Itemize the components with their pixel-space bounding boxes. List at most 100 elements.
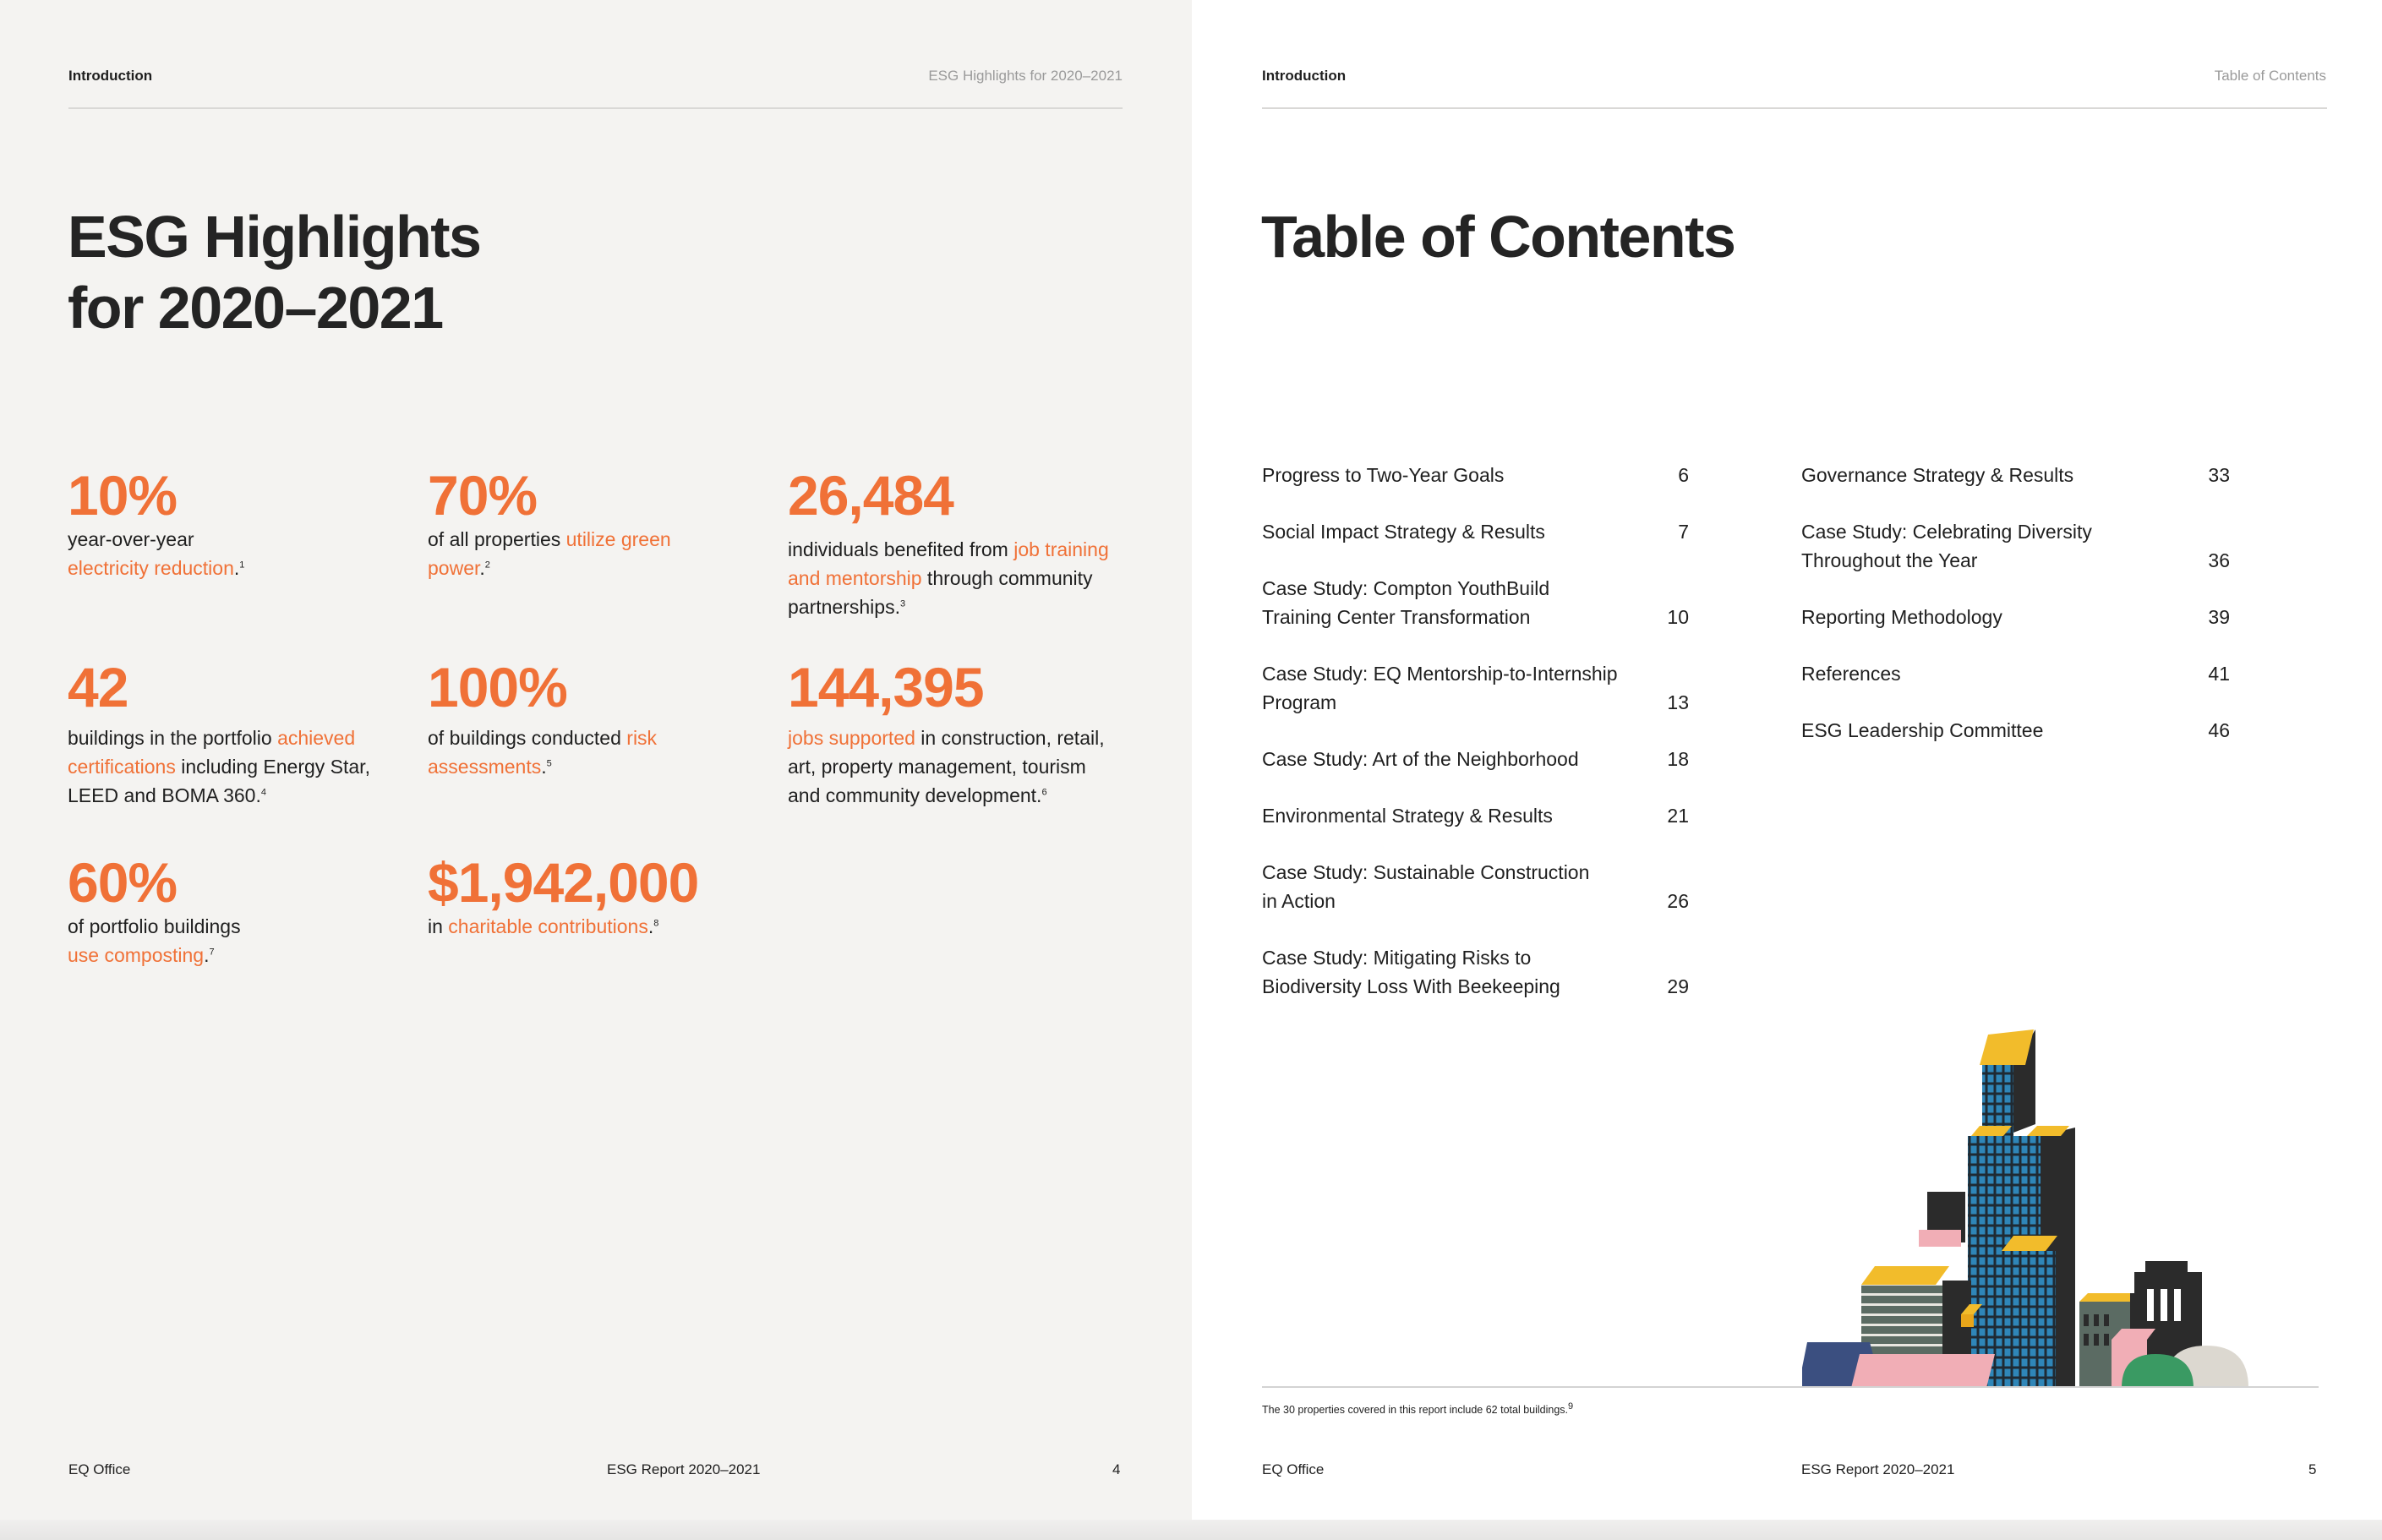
toc-item[interactable]: Case Study: Mitigating Risks to Biodivers… bbox=[1262, 943, 1560, 1001]
stat-text-post: including Energy Star, LEED and BOMA 360… bbox=[68, 756, 370, 806]
footnote-text: The 30 properties covered in this report… bbox=[1262, 1404, 1569, 1416]
footnote-ref: 3 bbox=[899, 598, 906, 609]
toc-page-number: 39 bbox=[2208, 606, 2230, 628]
toc-item[interactable]: Reporting Methodology bbox=[1801, 603, 2002, 631]
toc-item[interactable]: Case Study: Compton YouthBuild Training C… bbox=[1262, 574, 1549, 631]
header-page-label: Table of Contents bbox=[2214, 68, 2326, 84]
toc-item[interactable]: Case Study: EQ Mentorship-to-Internship P… bbox=[1262, 659, 1618, 717]
header-section-label: Introduction bbox=[1262, 68, 1347, 84]
toc-item-label: References bbox=[1801, 663, 1901, 685]
stat-text-post: . bbox=[204, 944, 210, 966]
toc-item[interactable]: Progress to Two-Year Goals bbox=[1262, 461, 1504, 489]
toc-item-label: Case Study: Compton YouthBuild bbox=[1262, 577, 1550, 599]
toc-page-number: 21 bbox=[1667, 805, 1689, 827]
stat-composting: 60% of portfolio buildings use compostin… bbox=[68, 853, 406, 969]
footer-company: EQ Office bbox=[68, 1461, 131, 1477]
stat-value: 26,484 bbox=[788, 464, 954, 527]
footnote-ref: 4 bbox=[260, 787, 266, 798]
stat-value: 10% bbox=[68, 464, 178, 527]
footnote-ref: 5 bbox=[546, 758, 552, 769]
page-title-line-2: for 2020–2021 bbox=[68, 275, 444, 341]
toc-item[interactable]: Governance Strategy & Results bbox=[1801, 461, 2073, 489]
toc-item[interactable]: ESG Leadership Committee bbox=[1801, 716, 2043, 745]
toc-item-label: Environmental Strategy & Results bbox=[1262, 805, 1553, 827]
toc-page-number: 41 bbox=[2208, 663, 2230, 685]
stat-highlight: charitable contributions bbox=[448, 915, 648, 937]
toc-item-label-line-2: Training Center Transformation bbox=[1262, 606, 1531, 628]
page-title: ESG Highlights for 2020–2021 bbox=[68, 201, 482, 343]
toc-item-label: Case Study: Celebrating Diversity bbox=[1801, 521, 2092, 543]
footnote-ref: 8 bbox=[653, 918, 659, 929]
stat-text-post: in construction, retail, art, property m… bbox=[788, 727, 1105, 806]
stat-description: of buildings conducted risk assessments.… bbox=[428, 724, 732, 781]
footnote-ref: 1 bbox=[239, 560, 245, 571]
stat-text-post: . bbox=[541, 756, 547, 778]
footer-company: EQ Office bbox=[1262, 1461, 1325, 1477]
stat-value: 70% bbox=[428, 464, 538, 527]
toc-item[interactable]: Case Study: Art of the Neighborhood bbox=[1262, 745, 1579, 773]
stat-charitable: $1,942,000 in charitable contributions.8 bbox=[428, 853, 783, 941]
stat-description: buildings in the portfolio achieved cert… bbox=[68, 724, 406, 810]
stat-text-pre: in bbox=[428, 915, 449, 937]
stat-jobs-supported: 144,395 jobs supported in construction, … bbox=[788, 658, 1109, 810]
toc-page-number: 26 bbox=[1667, 890, 1689, 912]
footer-page-number: 4 bbox=[1112, 1461, 1121, 1477]
header-section-label: Introduction bbox=[68, 68, 153, 84]
toc-page-number: 13 bbox=[1667, 691, 1689, 713]
stat-highlight: job training and mentorship bbox=[788, 538, 1109, 589]
stat-text-post: through community partnerships. bbox=[788, 567, 1093, 618]
header-rule bbox=[1262, 107, 2327, 109]
toc-page-number: 36 bbox=[2208, 549, 2230, 571]
toc-item-label-line-2: Biodiversity Loss With Beekeeping bbox=[1262, 975, 1560, 997]
stat-highlight: jobs supported bbox=[788, 727, 915, 749]
footer-page-number: 5 bbox=[2308, 1461, 2317, 1477]
header-page-label: ESG Highlights for 2020–2021 bbox=[928, 68, 1123, 84]
toc-item[interactable]: Social Impact Strategy & Results bbox=[1262, 517, 1545, 546]
stat-text-pre: year-over-year bbox=[68, 528, 194, 550]
stat-highlight: achieved certifications bbox=[68, 727, 356, 778]
toc-item-label: Case Study: Art of the Neighborhood bbox=[1262, 748, 1579, 770]
stat-value: 60% bbox=[68, 851, 178, 914]
stat-highlight: risk assessments bbox=[428, 727, 658, 778]
toc-item-label: ESG Leadership Committee bbox=[1801, 719, 2044, 741]
stat-certifications: 42 buildings in the portfolio achieved c… bbox=[68, 658, 406, 810]
footer-report-title: ESG Report 2020–2021 bbox=[607, 1461, 761, 1477]
page-title: Table of Contents bbox=[1261, 204, 1736, 270]
footnote-ref: 7 bbox=[209, 947, 215, 958]
toc-page-number: 10 bbox=[1667, 606, 1689, 628]
stat-highlight: electricity reduction bbox=[68, 557, 234, 579]
left-page: Introduction ESG Highlights for 2020–202… bbox=[0, 0, 1192, 1540]
stat-text-pre: of buildings conducted bbox=[428, 727, 627, 749]
stat-text-pre: buildings in the portfolio bbox=[68, 727, 278, 749]
toc-item-label: Progress to Two-Year Goals bbox=[1262, 464, 1505, 486]
stat-value: 42 bbox=[68, 656, 128, 718]
stat-risk-assessments: 100% of buildings conducted risk assessm… bbox=[428, 658, 732, 781]
stat-value: 100% bbox=[428, 656, 568, 718]
spread-bottom-shadow bbox=[0, 1520, 2382, 1540]
stat-highlight: utilize green power bbox=[428, 528, 671, 579]
toc-page-number: 18 bbox=[1667, 748, 1689, 770]
toc-item-label: Social Impact Strategy & Results bbox=[1262, 521, 1545, 543]
toc-item-label: Governance Strategy & Results bbox=[1801, 464, 2074, 486]
toc-item-label: Case Study: Sustainable Construction bbox=[1262, 861, 1590, 883]
city-buildings-illustration bbox=[1802, 1029, 2248, 1388]
page-title-line-1: ESG Highlights bbox=[68, 204, 482, 270]
illustration-ground-line bbox=[1262, 1386, 2319, 1388]
toc-page-number: 46 bbox=[2208, 719, 2230, 741]
toc-item[interactable]: Case Study: Sustainable Construction in A… bbox=[1262, 858, 1589, 915]
stat-description: of portfolio buildings use composting.7 bbox=[68, 912, 406, 969]
stat-description: year-over-year electricity reduction.1 bbox=[68, 525, 406, 582]
toc-item-label-line-2: in Action bbox=[1262, 890, 1336, 912]
toc-item-label: Case Study: EQ Mentorship-to-Internship bbox=[1262, 663, 1618, 685]
stat-text-pre: of all properties bbox=[428, 528, 566, 550]
header-rule bbox=[68, 107, 1123, 109]
stat-text-post: . bbox=[479, 557, 485, 579]
toc-item[interactable]: Case Study: Celebrating Diversity Through… bbox=[1801, 517, 2092, 575]
toc-item-label: Case Study: Mitigating Risks to bbox=[1262, 947, 1532, 969]
stat-value: 144,395 bbox=[788, 656, 985, 718]
toc-item[interactable]: References bbox=[1801, 659, 1901, 688]
stat-description: of all properties utilize green power.2 bbox=[428, 525, 732, 582]
toc-page-number: 7 bbox=[1678, 521, 1689, 543]
stat-description: in charitable contributions.8 bbox=[428, 912, 783, 941]
toc-item[interactable]: Environmental Strategy & Results bbox=[1262, 801, 1553, 830]
